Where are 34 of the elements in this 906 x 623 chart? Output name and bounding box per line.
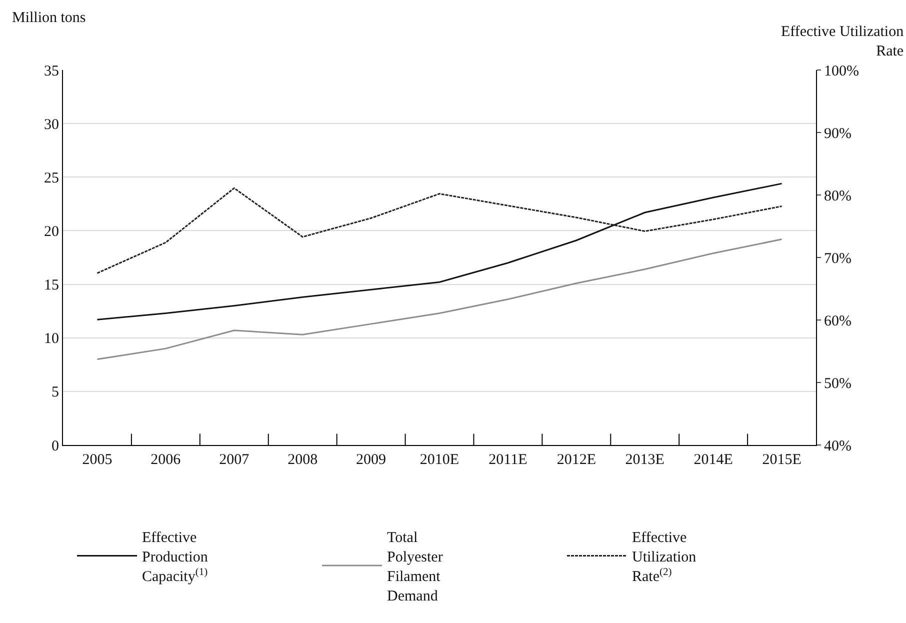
y-tick-label: 35	[44, 63, 59, 80]
x-tick-label: 2005	[82, 452, 112, 468]
x-tick-label: 2010E	[420, 452, 460, 468]
x-tick-label: 2009	[356, 452, 386, 468]
y2-tick-label: 70%	[824, 250, 852, 267]
y2-tick-label: 60%	[824, 313, 852, 330]
x-tick-label: 2007	[219, 452, 250, 468]
y2-tick-label: 40%	[824, 438, 852, 454]
x-tick-label: 2006	[150, 452, 182, 468]
y-tick-label: 5	[52, 384, 59, 401]
y2-axis-title: Effective Utilization Rate	[781, 24, 904, 60]
x-tick-label: 2012E	[556, 452, 596, 468]
legend-label: Total Polyester Filament Demand	[387, 530, 443, 605]
line-series	[96, 238, 783, 360]
x-tick-label: 2015E	[762, 452, 802, 468]
legend-label: Effective Utilization Rate$^{(2)}$	[632, 530, 697, 586]
y-tick-label: 30	[44, 116, 59, 133]
x-tick-label: 2011E	[488, 452, 528, 468]
x-tick-label: 2008	[288, 452, 318, 468]
y2-tick-label: 50%	[824, 376, 852, 392]
y2-tick-label: 80%	[824, 188, 852, 204]
x-tick-label: 2014E	[694, 452, 733, 468]
y-axis-title: Million tons	[12, 10, 86, 26]
line-series	[96, 187, 783, 274]
legend-label: Effective Production Capacity$^{(1)}$	[142, 530, 208, 586]
x-tick-label: 2013E	[625, 452, 664, 468]
y-tick-label: 25	[44, 170, 59, 186]
y2-tick-label: 90%	[824, 126, 852, 142]
y-tick-label: 15	[44, 278, 59, 294]
line-series	[96, 182, 783, 320]
y2-tick-label: 100%	[824, 63, 859, 80]
y-tick-label: 0	[52, 438, 59, 454]
y-tick-label: 20	[44, 224, 59, 240]
y-tick-label: 10	[44, 331, 59, 348]
